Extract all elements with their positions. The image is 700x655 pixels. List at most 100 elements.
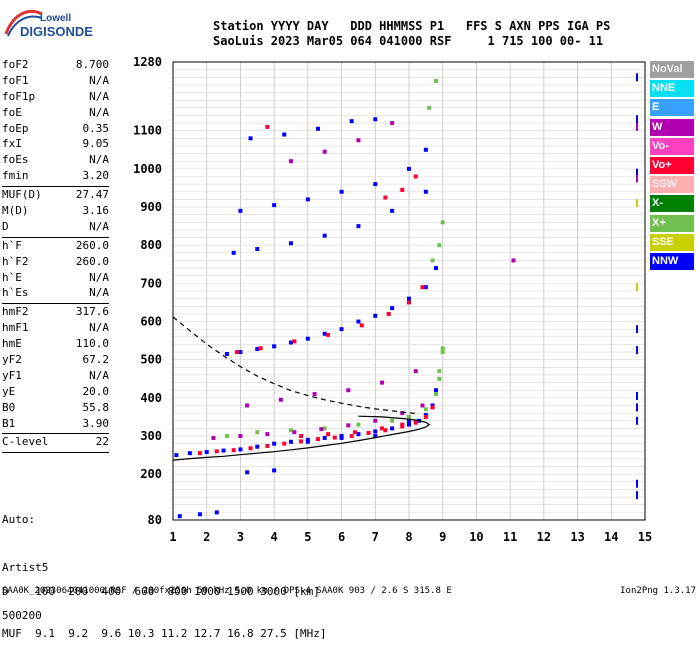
data-point-x (433, 79, 438, 84)
data-point-w (413, 369, 418, 374)
data-point-nnw (231, 250, 236, 255)
param-row: foF1p N/A (2, 89, 109, 105)
param-label: M(D) (2, 204, 29, 218)
edge-mark (636, 491, 638, 500)
param-row: h`E N/A (2, 270, 109, 286)
data-point-vo (407, 300, 411, 305)
auto-label: Auto: (2, 513, 36, 526)
version-label: Ion2Png 1.3.17 (620, 586, 696, 596)
muf-frequency-row: MUF 9.1 9.2 9.6 10.3 11.2 12.7 16.8 27.5… (2, 627, 327, 640)
data-point-nnw (214, 510, 219, 515)
param-label: yF1 (2, 368, 22, 382)
param-label: foEs (2, 153, 29, 167)
param-value: 27.47 (75, 188, 109, 202)
edge-mark (636, 73, 638, 82)
data-point-nnw (255, 444, 260, 449)
param-value: N/A (89, 73, 109, 87)
param-label: foEp (2, 121, 29, 135)
param-label: B0 (2, 400, 16, 414)
param-row: foF2 8.700 (2, 57, 109, 73)
x-tick-label: 5 (304, 530, 311, 544)
x-tick-label: 1 (169, 530, 176, 544)
x-tick-label: 10 (469, 530, 483, 544)
x-tick-label: 6 (338, 530, 345, 544)
data-point-vo (326, 332, 331, 337)
muf-table: D 100 200 400 600 800 1000 1500 3000 [km… (2, 557, 327, 655)
data-point-nnw (390, 208, 395, 213)
edge-mark (636, 168, 638, 177)
data-point-x (423, 407, 428, 412)
ionogram-chart: 1 2 3 4 5 6 7 8 9 10 11 12 13 14 158020030040050060070… (133, 55, 652, 544)
data-point-nnw (289, 340, 293, 345)
data-point-x (255, 430, 260, 435)
logo-text-digisonde: DIGISONDE (20, 24, 93, 39)
param-row: C-level 22 (2, 434, 109, 450)
data-point-x (440, 350, 445, 355)
data-point-nnw (305, 336, 310, 341)
param-label: hmE (2, 337, 22, 351)
legend-item: Vo+ (650, 156, 694, 174)
param-row: hmF2 317.6 (2, 304, 109, 320)
param-value: 3.20 (82, 169, 110, 183)
header-values: SaoLuis 2023 Mar05 064 041000 RSF 1 715 … (213, 34, 604, 48)
data-point-vo (214, 449, 219, 454)
data-point-x (322, 426, 327, 431)
data-point-w (238, 434, 243, 439)
data-point-nnw (407, 166, 411, 171)
data-point-nnw (282, 132, 287, 137)
data-point-nnw (245, 470, 250, 475)
param-label: hmF1 (2, 321, 29, 335)
lowell-logo-swoosh (4, 10, 43, 37)
data-point-nnw (423, 189, 428, 194)
param-label: h`Es (2, 286, 29, 300)
data-point-w (356, 138, 361, 143)
muf-distance-row: D 100 200 400 600 800 1000 1500 3000 [km… (2, 585, 320, 598)
legend-item: NoVal (650, 61, 694, 78)
param-value: 110.0 (75, 337, 109, 351)
data-point-nnw (373, 313, 378, 318)
param-label: fmin (2, 169, 29, 183)
param-value: 260.0 (75, 238, 109, 252)
data-point-vo (282, 441, 287, 446)
param-value: N/A (89, 286, 109, 300)
data-point-w (322, 149, 327, 154)
y-tick-label: 400 (140, 391, 162, 405)
param-value: 317.6 (75, 305, 109, 319)
param-value: N/A (89, 321, 109, 335)
legend-item: Vo- (650, 137, 694, 155)
logo-text-lowell: Lowell (40, 13, 72, 24)
y-tick-label: 1100 (133, 124, 162, 138)
param-value: 20.0 (82, 384, 110, 398)
edge-mark (636, 479, 638, 488)
data-point-vo (292, 339, 297, 344)
data-point-nnw (373, 429, 378, 434)
data-point-vo (430, 405, 435, 410)
data-point-vo (258, 346, 263, 351)
data-point-x (407, 414, 411, 419)
param-row: fmin 3.20 (2, 168, 109, 184)
data-point-nnw (204, 450, 209, 455)
data-point-w (346, 423, 351, 428)
chart-curves (172, 316, 431, 461)
curve-profile (172, 415, 431, 461)
data-point-x (440, 346, 445, 351)
param-label: yF2 (2, 353, 22, 367)
data-point-w (380, 380, 385, 385)
data-point-w (312, 392, 317, 397)
data-point-nnw (305, 439, 310, 444)
param-row: h`F 260.0 (2, 238, 109, 254)
param-label: foE (2, 105, 22, 119)
data-point-nnw (322, 435, 327, 440)
param-label: D (2, 219, 9, 233)
x-tick-label: 14 (604, 530, 618, 544)
x-tick-label: 8 (405, 530, 412, 544)
data-point-nnw (187, 451, 192, 456)
data-point-w (390, 121, 395, 126)
data-point-nnw (238, 447, 243, 452)
param-row: h`Es N/A (2, 285, 109, 301)
param-row: M(D) 3.16 (2, 203, 109, 219)
param-label: C-level (2, 435, 49, 449)
data-point-x (430, 258, 435, 263)
data-point-vo (299, 434, 304, 439)
legend-item: NNE (650, 80, 694, 98)
